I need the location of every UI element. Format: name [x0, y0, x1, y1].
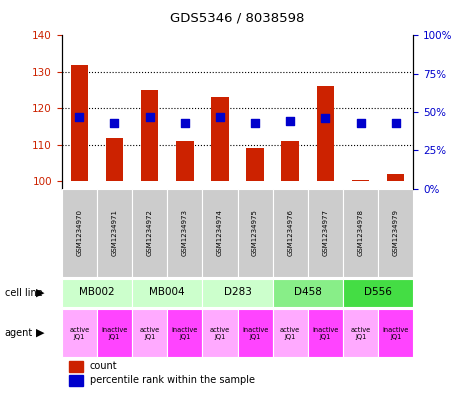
Bar	[378, 310, 413, 357]
Bar	[69, 375, 83, 386]
Text: active
JQ1: active JQ1	[140, 327, 160, 340]
Bar	[62, 310, 97, 357]
Bar	[62, 279, 132, 307]
Text: GSM1234978: GSM1234978	[358, 209, 363, 256]
Bar	[211, 97, 228, 181]
Point	[76, 114, 83, 120]
Bar	[69, 361, 83, 372]
Point	[392, 119, 399, 126]
Text: active
JQ1: active JQ1	[210, 327, 230, 340]
Text: D458: D458	[294, 287, 322, 297]
Bar	[247, 149, 264, 181]
Text: GSM1234974: GSM1234974	[217, 209, 223, 256]
Bar	[202, 189, 238, 277]
Bar	[273, 279, 343, 307]
Bar	[343, 310, 378, 357]
Point	[181, 119, 189, 126]
Text: inactive
JQ1: inactive JQ1	[242, 327, 268, 340]
Text: inactive
JQ1: inactive JQ1	[382, 327, 409, 340]
Text: GDS5346 / 8038598: GDS5346 / 8038598	[171, 11, 304, 24]
Text: MB002: MB002	[79, 287, 115, 297]
Text: active
JQ1: active JQ1	[69, 327, 89, 340]
Text: GSM1234973: GSM1234973	[182, 209, 188, 256]
Bar	[316, 86, 334, 181]
Text: percentile rank within the sample: percentile rank within the sample	[90, 375, 255, 385]
Text: inactive
JQ1: inactive JQ1	[312, 327, 339, 340]
Bar	[97, 189, 132, 277]
Bar	[378, 189, 413, 277]
Bar	[167, 189, 202, 277]
Text: MB004: MB004	[149, 287, 185, 297]
Bar	[132, 279, 202, 307]
Text: D556: D556	[364, 287, 392, 297]
Point	[216, 114, 224, 120]
Bar	[202, 279, 273, 307]
Bar	[97, 310, 132, 357]
Text: active
JQ1: active JQ1	[280, 327, 300, 340]
Bar	[132, 310, 167, 357]
Text: GSM1234970: GSM1234970	[76, 209, 82, 256]
Bar	[238, 189, 273, 277]
Text: GSM1234979: GSM1234979	[393, 209, 399, 256]
Bar	[273, 189, 308, 277]
Text: cell line: cell line	[5, 288, 42, 298]
Bar	[62, 189, 97, 277]
Text: GSM1234977: GSM1234977	[323, 209, 328, 256]
Bar	[202, 310, 238, 357]
Text: inactive
JQ1: inactive JQ1	[171, 327, 198, 340]
Bar	[105, 138, 124, 181]
Bar	[132, 189, 167, 277]
Bar	[141, 90, 158, 181]
Text: GSM1234976: GSM1234976	[287, 209, 293, 256]
Bar	[176, 141, 194, 181]
Point	[286, 118, 294, 124]
Bar	[273, 310, 308, 357]
Bar	[167, 310, 202, 357]
Point	[357, 119, 364, 126]
Bar	[352, 180, 369, 181]
Point	[111, 119, 118, 126]
Point	[251, 119, 259, 126]
Text: GSM1234972: GSM1234972	[147, 209, 152, 256]
Point	[322, 115, 329, 121]
Bar	[308, 189, 343, 277]
Bar	[343, 189, 378, 277]
Text: GSM1234975: GSM1234975	[252, 209, 258, 256]
Point	[146, 114, 153, 120]
Text: count: count	[90, 362, 117, 371]
Text: inactive
JQ1: inactive JQ1	[101, 327, 128, 340]
Bar	[71, 64, 88, 181]
Bar	[343, 279, 413, 307]
Bar	[238, 310, 273, 357]
Bar	[281, 141, 299, 181]
Text: active
JQ1: active JQ1	[351, 327, 370, 340]
Bar	[308, 310, 343, 357]
Text: agent: agent	[5, 328, 33, 338]
Bar	[387, 174, 404, 181]
Text: ▶: ▶	[36, 288, 44, 298]
Text: D283: D283	[224, 287, 251, 297]
Text: GSM1234971: GSM1234971	[112, 209, 117, 256]
Text: ▶: ▶	[36, 328, 44, 338]
